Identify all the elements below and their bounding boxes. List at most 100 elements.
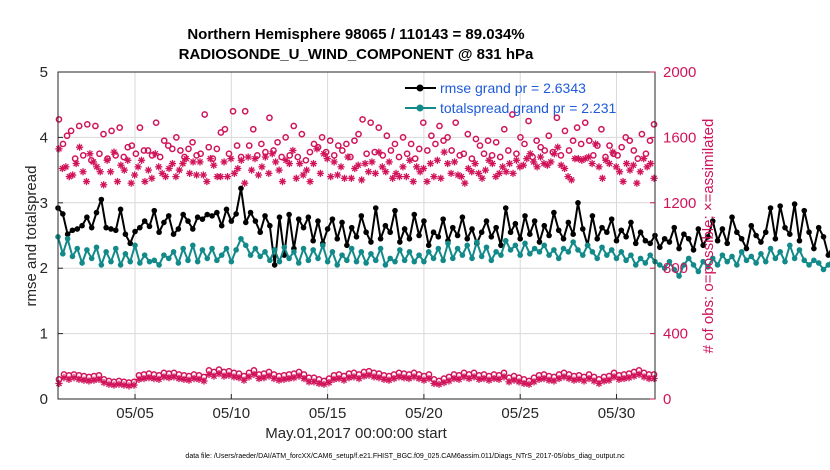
star-stroke (195, 376, 202, 383)
totalspread-point (127, 258, 134, 265)
totalspread-point (228, 258, 235, 265)
obs-possible-point (108, 127, 115, 135)
star-stroke (300, 172, 307, 179)
rmse-point (811, 245, 817, 252)
y-tick-label-left: 0 (40, 391, 48, 408)
star-stroke (531, 378, 538, 385)
star-stroke (238, 157, 245, 164)
obs-possible-point (517, 134, 524, 141)
rmse-point (772, 235, 779, 242)
obs-assimilated-point (595, 163, 603, 171)
obs-possible-point (140, 147, 148, 154)
series-layer (55, 107, 830, 390)
star-stroke (546, 377, 553, 384)
star-stroke (128, 180, 135, 187)
rmse-point (397, 239, 403, 245)
obs-assimilated-point (400, 374, 408, 382)
obs-assimilated-point (600, 377, 608, 385)
obs-assimilated-point (95, 375, 103, 383)
rmse-point (507, 229, 514, 236)
obs-assimilated-point (536, 153, 545, 161)
rmse-point (199, 216, 206, 222)
totalspread-point (594, 255, 601, 262)
obs-assimilated-point (444, 159, 452, 168)
totalspread-point (363, 260, 369, 266)
star-stroke (403, 173, 410, 180)
totalspread-point (238, 235, 244, 242)
obs-possible-point (75, 122, 83, 130)
obs-assimilated-point (172, 173, 180, 181)
rmse-point (170, 231, 177, 237)
totalspread-point (724, 258, 731, 265)
obs-assimilated-point (561, 164, 569, 173)
rmse-point (464, 235, 471, 242)
rmse-point (719, 226, 726, 232)
obs-assimilated-point (616, 168, 624, 176)
rmse-point (555, 227, 562, 234)
obs-possible-point (480, 150, 488, 158)
obs-assimilated-point (509, 169, 517, 177)
obs-assimilated-point (292, 174, 300, 182)
obs-assimilated-point (70, 374, 78, 382)
star-stroke (327, 173, 334, 180)
star-stroke (647, 160, 654, 167)
rmse-point (685, 235, 692, 242)
star-stroke (258, 163, 265, 170)
obs-assimilated-point (512, 156, 521, 164)
rmse-point (608, 216, 615, 222)
star-stroke (591, 378, 598, 385)
star-stroke (441, 149, 448, 156)
star-stroke (90, 377, 97, 384)
obs-possible-point (128, 142, 136, 149)
obs-possible-point (375, 124, 383, 131)
x-tick-label: 05/25 (501, 405, 539, 422)
star-stroke (286, 160, 293, 167)
star-stroke (372, 170, 379, 177)
totalspread-point (334, 262, 341, 268)
obs-assimilated-point (124, 156, 132, 164)
rmse-point (637, 229, 644, 236)
star-stroke (276, 167, 283, 174)
totalspread-point (454, 245, 461, 252)
star-stroke (140, 375, 147, 382)
star-stroke (69, 172, 76, 179)
totalspread-point (194, 258, 201, 265)
obs-possible-point (419, 119, 427, 127)
obs-assimilated-point (82, 177, 91, 186)
y-tick-label-right: 0 (663, 391, 671, 408)
obs-assimilated-point (364, 168, 373, 176)
obs-assimilated-point (535, 375, 543, 383)
star-stroke (190, 375, 197, 382)
rmse-point (79, 222, 85, 229)
rmse-point (729, 214, 735, 220)
chart-title-line1: Northern Hemisphere 98065 / 110143 = 89.… (187, 26, 524, 43)
star-stroke (513, 157, 520, 164)
obs-assimilated-point (278, 177, 287, 186)
obs-assimilated-point (86, 150, 94, 158)
star-stroke (451, 158, 458, 165)
obs-assimilated-point (395, 373, 403, 381)
star-stroke (166, 165, 173, 172)
obs-assimilated-point (203, 177, 211, 186)
star-stroke (110, 382, 117, 389)
totalspread-point (247, 252, 254, 258)
obs-assimilated-point (179, 159, 187, 168)
rmse-point (271, 262, 278, 268)
obs-possible-point (525, 117, 532, 125)
star-stroke (141, 178, 148, 185)
totalspread-point (584, 242, 591, 249)
star-stroke (183, 155, 190, 162)
obs-assimilated-point (135, 375, 143, 383)
star-stroke (97, 168, 104, 175)
rmse-point (127, 240, 134, 247)
totalspread-point (796, 247, 803, 253)
obs-possible-point (79, 152, 87, 159)
star-stroke (368, 158, 375, 165)
obs-possible-point (484, 137, 492, 145)
obs-assimilated-point (192, 171, 201, 179)
totalspread-point (820, 266, 827, 273)
obs-assimilated-point (426, 159, 435, 168)
star-stroke (646, 375, 653, 382)
totalspread-point (180, 245, 186, 252)
obs-possible-point (399, 134, 407, 141)
